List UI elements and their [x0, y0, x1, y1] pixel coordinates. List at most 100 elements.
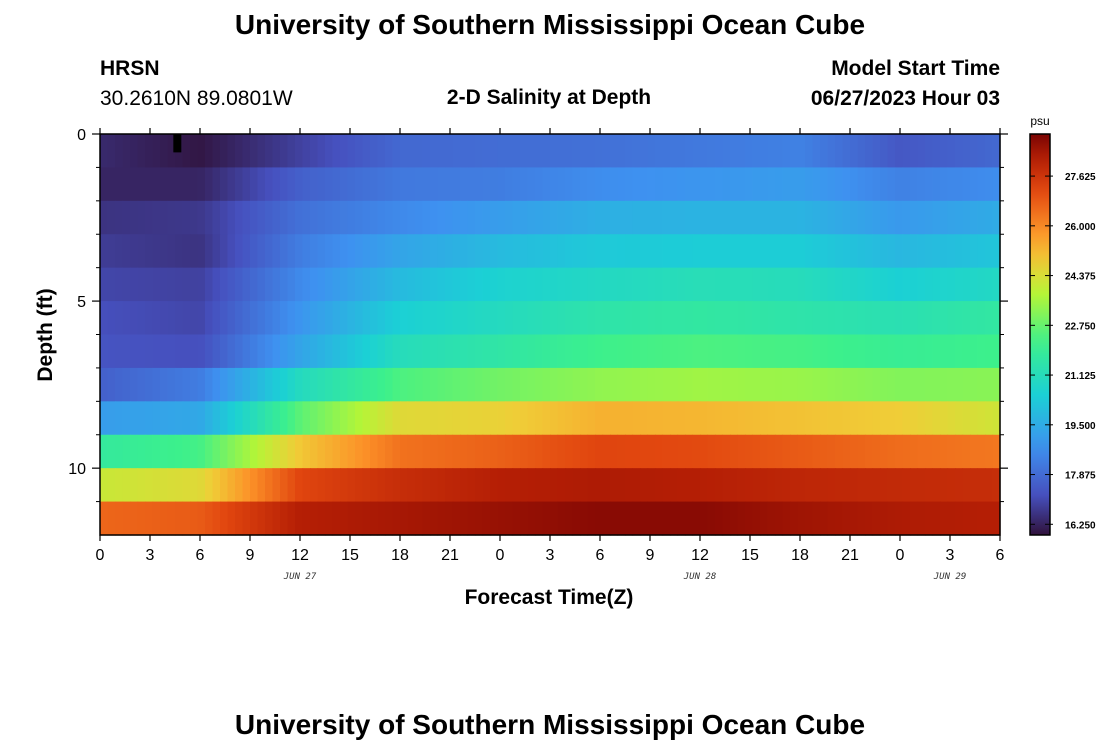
heatmap-cell — [370, 401, 379, 436]
heatmap-cell — [700, 200, 709, 235]
heatmap-cell — [715, 167, 724, 202]
heatmap-cell — [445, 234, 454, 269]
heatmap-cell — [190, 167, 199, 202]
heatmap-cell — [400, 468, 409, 503]
heatmap-cell — [865, 167, 874, 202]
heatmap-cell — [917, 234, 926, 269]
heatmap-cell — [115, 501, 124, 536]
heatmap-cell — [955, 401, 964, 436]
heatmap-cell — [820, 267, 829, 302]
heatmap-cell — [182, 468, 191, 503]
heatmap-cell — [242, 401, 251, 436]
heatmap-cell — [865, 501, 874, 536]
heatmap-cell — [805, 301, 814, 336]
heatmap-cell — [850, 134, 859, 169]
heatmap-cell — [115, 434, 124, 469]
heatmap-cell — [220, 367, 229, 402]
heatmap-cell — [857, 468, 866, 503]
heatmap-cell — [220, 134, 229, 169]
heatmap-cell — [415, 468, 424, 503]
heatmap-cell — [407, 468, 416, 503]
heatmap-cell — [550, 234, 559, 269]
colorbar-tick-label: 26.000 — [1065, 222, 1096, 233]
heatmap-cell — [467, 367, 476, 402]
heatmap-cell — [512, 267, 521, 302]
heatmap-cell — [992, 434, 1001, 469]
heatmap-cell — [190, 401, 199, 436]
heatmap-cell — [850, 501, 859, 536]
heatmap-cell — [955, 267, 964, 302]
heatmap-cell — [490, 200, 499, 235]
heatmap-cell — [632, 267, 641, 302]
heatmap-cell — [557, 401, 566, 436]
heatmap-cell — [407, 301, 416, 336]
heatmap-cell — [415, 434, 424, 469]
heatmap-cell — [677, 367, 686, 402]
heatmap-cell — [550, 200, 559, 235]
heatmap-cell — [835, 267, 844, 302]
heatmap-cell — [107, 501, 116, 536]
heatmap-cell — [827, 367, 836, 402]
heatmap-cell — [572, 234, 581, 269]
heatmap-cell — [760, 301, 769, 336]
heatmap-cell — [610, 267, 619, 302]
heatmap-cell — [160, 200, 169, 235]
heatmap-cell — [302, 367, 311, 402]
heatmap-cell — [160, 167, 169, 202]
y-axis-label: Depth (ft) — [34, 288, 57, 381]
heatmap-cell — [152, 501, 161, 536]
heatmap-cell — [415, 401, 424, 436]
heatmap-cell — [812, 200, 821, 235]
heatmap-cell — [625, 401, 634, 436]
heatmap-cell — [145, 468, 154, 503]
heatmap-cell — [715, 234, 724, 269]
heatmap-cell — [895, 167, 904, 202]
heatmap-cell — [385, 267, 394, 302]
heatmap-cell — [625, 367, 634, 402]
heatmap-cell — [925, 267, 934, 302]
heatmap-cell — [760, 334, 769, 369]
heatmap-cell — [370, 234, 379, 269]
heatmap-cell — [272, 234, 281, 269]
heatmap-cell — [377, 334, 386, 369]
heatmap-cell — [940, 167, 949, 202]
heatmap-cell — [962, 434, 971, 469]
heatmap-cell — [835, 501, 844, 536]
heatmap-cell — [865, 267, 874, 302]
heatmap-cell — [520, 200, 529, 235]
heatmap-cell — [310, 501, 319, 536]
heatmap-cell — [970, 200, 979, 235]
heatmap-cell — [827, 167, 836, 202]
heatmap-cell — [205, 434, 214, 469]
heatmap-cell — [332, 501, 341, 536]
heatmap-cell — [475, 301, 484, 336]
heatmap-cell — [182, 334, 191, 369]
heatmap-cell — [692, 234, 701, 269]
heatmap-cell — [775, 234, 784, 269]
heatmap-cell — [422, 501, 431, 536]
heatmap-cell — [160, 301, 169, 336]
heatmap-cell — [752, 234, 761, 269]
heatmap-cell — [910, 134, 919, 169]
heatmap-cell — [460, 501, 469, 536]
heatmap-cell — [707, 134, 716, 169]
heatmap-cell — [340, 167, 349, 202]
heatmap-cell — [362, 200, 371, 235]
x-tick-label: 18 — [391, 547, 409, 564]
heatmap-cell — [655, 501, 664, 536]
heatmap-cell — [632, 301, 641, 336]
heatmap-cell — [542, 501, 551, 536]
heatmap-cell — [100, 234, 109, 269]
heatmap-cell — [610, 501, 619, 536]
heatmap-cell — [595, 367, 604, 402]
heatmap-cell — [527, 234, 536, 269]
heatmap-cell — [902, 301, 911, 336]
heatmap-cell — [700, 434, 709, 469]
heatmap-cell — [692, 334, 701, 369]
heatmap-cell — [842, 367, 851, 402]
heatmap-cell — [677, 167, 686, 202]
heatmap-cell — [917, 367, 926, 402]
heatmap-cell — [235, 468, 244, 503]
heatmap-cell — [685, 200, 694, 235]
heatmap-cell — [385, 301, 394, 336]
